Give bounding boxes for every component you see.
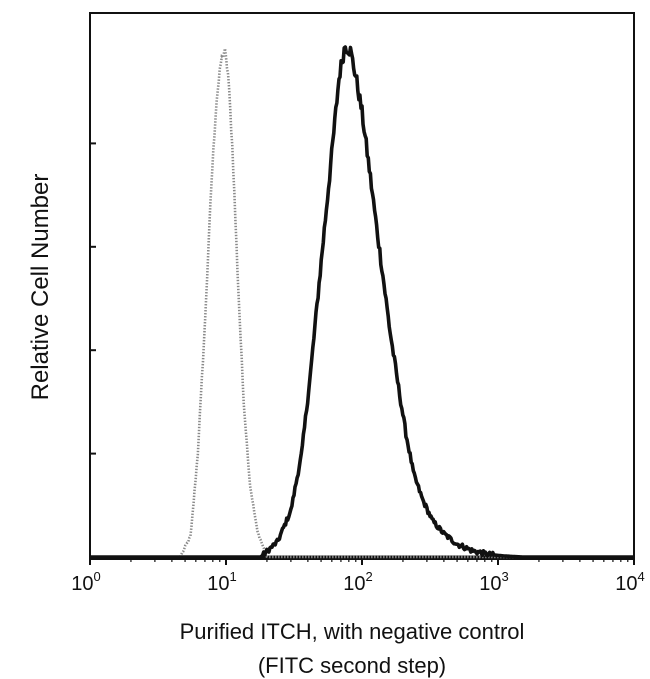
- plot-frame: [89, 12, 635, 560]
- x-tick-label: 104: [615, 569, 644, 595]
- purified-ITCH-curve: [89, 45, 635, 559]
- x-tick-label: 103: [479, 569, 508, 595]
- x-tick-label: 101: [207, 569, 236, 595]
- y-axis-label: Relative Cell Number: [27, 174, 54, 401]
- purified-ITCH-series: [89, 45, 635, 559]
- x-tick-label: 100: [71, 569, 100, 595]
- x-axis-sublabel: (FITC second step): [258, 653, 446, 678]
- x-axis-label: Purified ITCH, with negative control: [180, 619, 525, 644]
- x-tick-labels: 100 101 102 103 104: [71, 569, 644, 595]
- series-layer: [89, 45, 635, 559]
- y-axis-ticks: [90, 142, 96, 455]
- x-tick-label: 102: [343, 569, 372, 595]
